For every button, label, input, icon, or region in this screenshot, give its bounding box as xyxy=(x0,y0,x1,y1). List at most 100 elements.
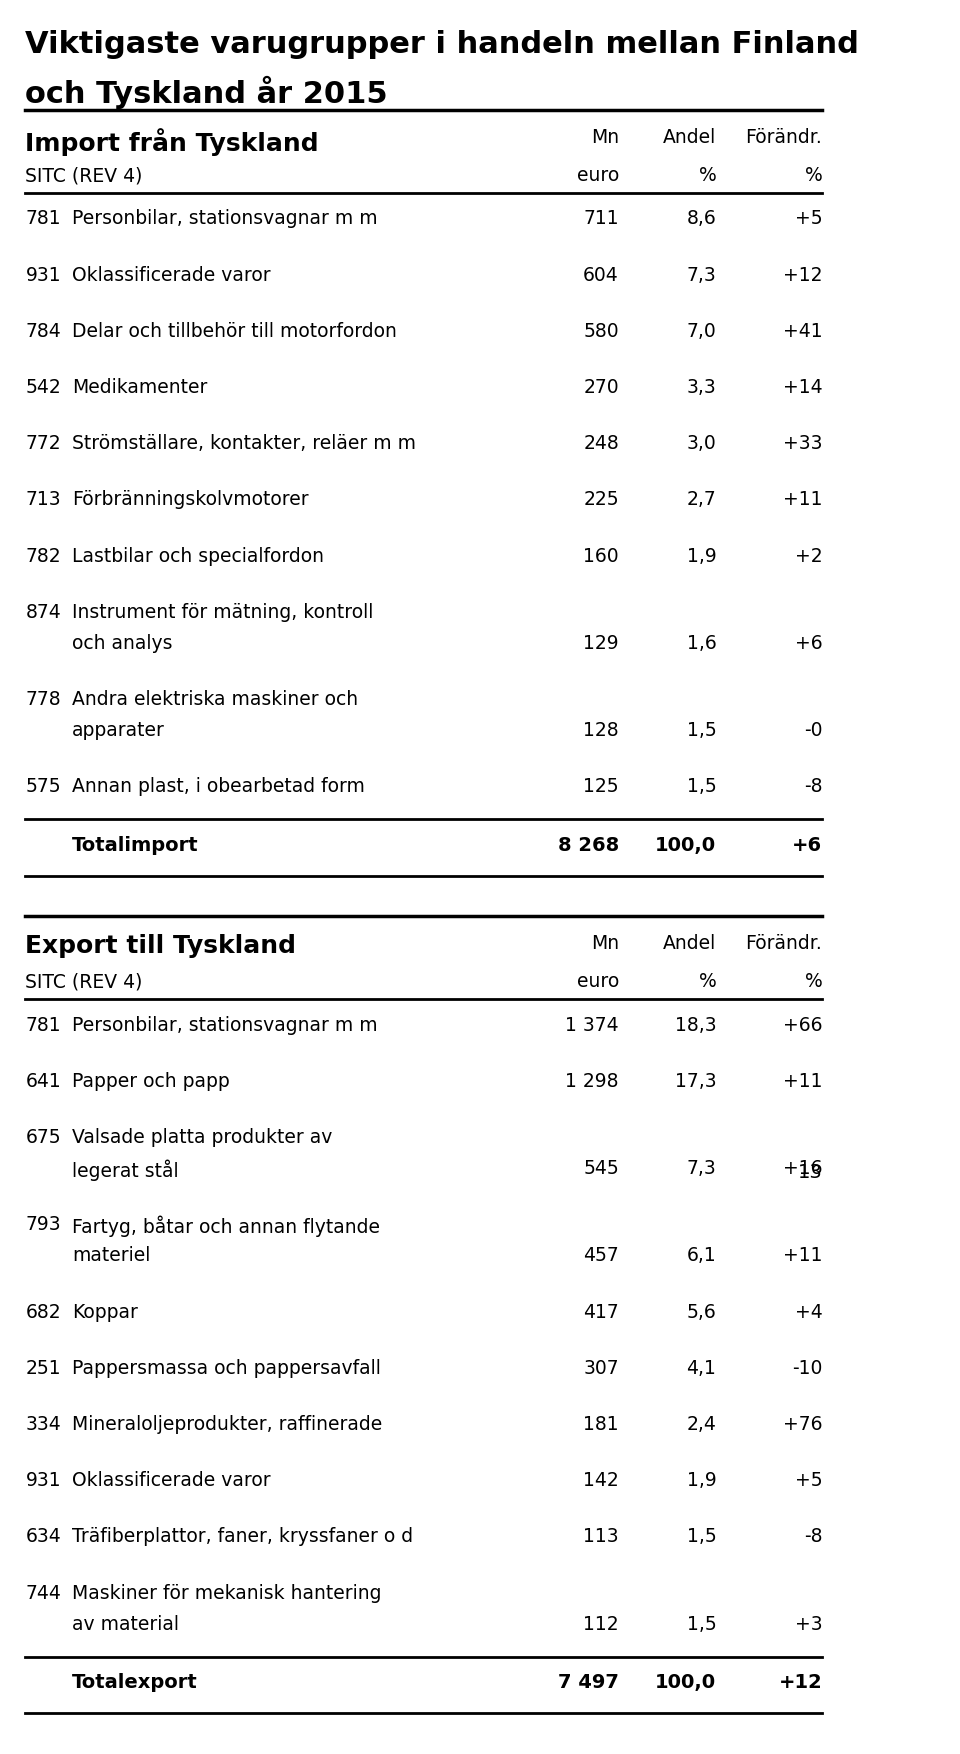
Text: 160: 160 xyxy=(584,547,619,565)
Text: Instrument för mätning, kontroll: Instrument för mätning, kontroll xyxy=(72,603,373,623)
Text: 8,6: 8,6 xyxy=(686,209,716,228)
Text: och analys: och analys xyxy=(72,633,173,652)
Text: -8: -8 xyxy=(804,1528,823,1547)
Text: 181: 181 xyxy=(584,1415,619,1435)
Text: Valsade platta produkter av: Valsade platta produkter av xyxy=(72,1128,332,1147)
Text: Annan plast, i obearbetad form: Annan plast, i obearbetad form xyxy=(72,777,365,796)
Text: +76: +76 xyxy=(782,1415,823,1435)
Text: +2: +2 xyxy=(795,547,823,565)
Text: 675: 675 xyxy=(25,1128,61,1147)
Text: +11: +11 xyxy=(782,491,823,509)
Text: 13: 13 xyxy=(798,1163,823,1182)
Text: 1,5: 1,5 xyxy=(686,1528,716,1547)
Text: %: % xyxy=(699,972,716,991)
Text: Mn: Mn xyxy=(590,935,619,952)
Text: %: % xyxy=(699,167,716,186)
Text: Andra elektriska maskiner och: Andra elektriska maskiner och xyxy=(72,689,358,709)
Text: materiel: materiel xyxy=(72,1247,151,1265)
Text: 781: 781 xyxy=(25,1016,61,1035)
Text: Andel: Andel xyxy=(663,935,716,952)
Text: 1,9: 1,9 xyxy=(686,1472,716,1491)
Text: 711: 711 xyxy=(584,209,619,228)
Text: %: % xyxy=(804,972,823,991)
Text: 7,3: 7,3 xyxy=(686,265,716,284)
Text: +3: +3 xyxy=(795,1615,823,1633)
Text: 128: 128 xyxy=(584,721,619,740)
Text: SITC (REV 4): SITC (REV 4) xyxy=(25,972,143,991)
Text: 604: 604 xyxy=(583,265,619,284)
Text: Medikamenter: Medikamenter xyxy=(72,377,207,396)
Text: 2,7: 2,7 xyxy=(686,491,716,509)
Text: Andel: Andel xyxy=(663,128,716,147)
Text: Totalimport: Totalimport xyxy=(72,837,199,856)
Text: +14: +14 xyxy=(782,377,823,396)
Text: +41: +41 xyxy=(782,321,823,340)
Text: -8: -8 xyxy=(804,777,823,796)
Text: 713: 713 xyxy=(25,491,61,509)
Text: 1,5: 1,5 xyxy=(686,1615,716,1633)
Text: 100,0: 100,0 xyxy=(656,1673,716,1693)
Text: Mn: Mn xyxy=(590,128,619,147)
Text: 545: 545 xyxy=(583,1159,619,1179)
Text: 142: 142 xyxy=(583,1472,619,1491)
Text: 793: 793 xyxy=(25,1216,61,1235)
Text: 542: 542 xyxy=(25,377,61,396)
Text: +4: +4 xyxy=(795,1303,823,1321)
Text: +16: +16 xyxy=(782,1159,823,1179)
Text: 641: 641 xyxy=(25,1072,61,1091)
Text: 7 497: 7 497 xyxy=(558,1673,619,1693)
Text: legerat stål: legerat stål xyxy=(72,1159,179,1180)
Text: 100,0: 100,0 xyxy=(656,837,716,856)
Text: 225: 225 xyxy=(584,491,619,509)
Text: Förändr.: Förändr. xyxy=(746,128,823,147)
Text: Personbilar, stationsvagnar m m: Personbilar, stationsvagnar m m xyxy=(72,1016,377,1035)
Text: Förbränningskolvmotorer: Förbränningskolvmotorer xyxy=(72,491,309,509)
Text: Delar och tillbehör till motorfordon: Delar och tillbehör till motorfordon xyxy=(72,321,396,340)
Text: Maskiner för mekanisk hantering: Maskiner för mekanisk hantering xyxy=(72,1584,381,1603)
Text: Viktigaste varugrupper i handeln mellan Finland: Viktigaste varugrupper i handeln mellan … xyxy=(25,30,859,60)
Text: 772: 772 xyxy=(25,435,61,453)
Text: Fartyg, båtar och annan flytande: Fartyg, båtar och annan flytande xyxy=(72,1216,380,1237)
Text: 1,6: 1,6 xyxy=(686,633,716,652)
Text: -0: -0 xyxy=(804,721,823,740)
Text: 682: 682 xyxy=(25,1303,61,1321)
Text: +5: +5 xyxy=(795,209,823,228)
Text: +6: +6 xyxy=(792,837,823,856)
Text: 575: 575 xyxy=(25,777,61,796)
Text: +11: +11 xyxy=(782,1072,823,1091)
Text: 778: 778 xyxy=(25,689,61,709)
Text: 125: 125 xyxy=(584,777,619,796)
Text: 744: 744 xyxy=(25,1584,61,1603)
Text: 17,3: 17,3 xyxy=(675,1072,716,1091)
Text: Koppar: Koppar xyxy=(72,1303,138,1321)
Text: 7,3: 7,3 xyxy=(686,1159,716,1179)
Text: euro: euro xyxy=(577,972,619,991)
Text: +12: +12 xyxy=(779,1673,823,1693)
Text: 3,3: 3,3 xyxy=(686,377,716,396)
Text: +12: +12 xyxy=(782,265,823,284)
Text: 417: 417 xyxy=(583,1303,619,1321)
Text: 634: 634 xyxy=(25,1528,61,1547)
Text: 18,3: 18,3 xyxy=(675,1016,716,1035)
Text: 307: 307 xyxy=(584,1359,619,1379)
Text: +6: +6 xyxy=(795,633,823,652)
Text: +5: +5 xyxy=(795,1472,823,1491)
Text: Papper och papp: Papper och papp xyxy=(72,1072,229,1091)
Text: 113: 113 xyxy=(584,1528,619,1547)
Text: och Tyskland år 2015: och Tyskland år 2015 xyxy=(25,75,388,109)
Text: 5,6: 5,6 xyxy=(686,1303,716,1321)
Text: Totalexport: Totalexport xyxy=(72,1673,198,1693)
Text: 457: 457 xyxy=(583,1247,619,1265)
Text: av material: av material xyxy=(72,1615,180,1633)
Text: 8 268: 8 268 xyxy=(558,837,619,856)
Text: 2,4: 2,4 xyxy=(686,1415,716,1435)
Text: 3,0: 3,0 xyxy=(686,435,716,453)
Text: Oklassificerade varor: Oklassificerade varor xyxy=(72,1472,271,1491)
Text: 1,5: 1,5 xyxy=(686,721,716,740)
Text: 1,9: 1,9 xyxy=(686,547,716,565)
Text: +66: +66 xyxy=(782,1016,823,1035)
Text: +11: +11 xyxy=(782,1247,823,1265)
Text: 334: 334 xyxy=(25,1415,61,1435)
Text: 112: 112 xyxy=(584,1615,619,1633)
Text: Träfiberplattor, faner, kryssfaner o d: Träfiberplattor, faner, kryssfaner o d xyxy=(72,1528,413,1547)
